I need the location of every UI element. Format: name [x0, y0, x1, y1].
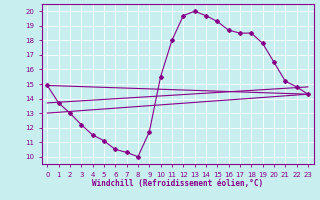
X-axis label: Windchill (Refroidissement éolien,°C): Windchill (Refroidissement éolien,°C): [92, 179, 263, 188]
